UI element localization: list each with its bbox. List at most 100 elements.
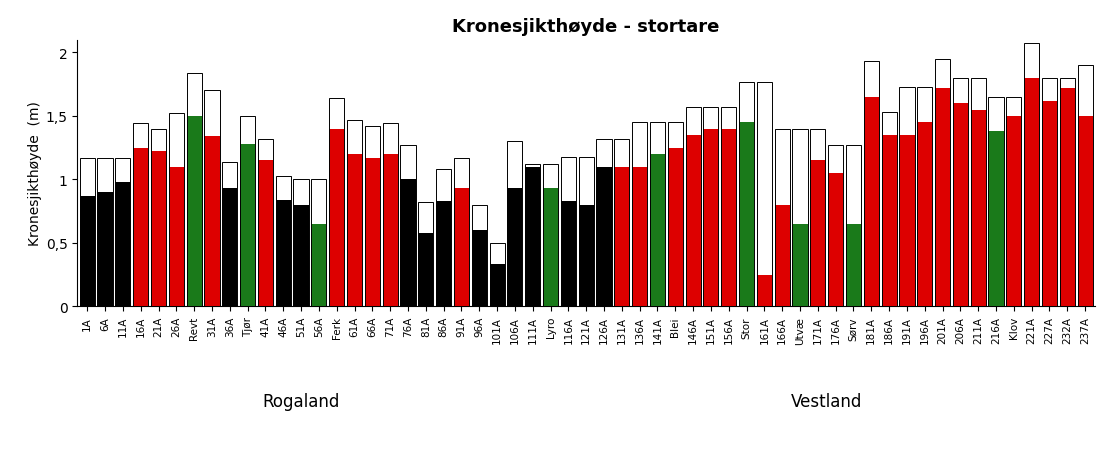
Text: Vestland: Vestland (791, 393, 863, 410)
Bar (917, 87, 932, 307)
Bar (917, 87, 932, 123)
Bar (578, 205, 594, 307)
Bar (596, 167, 612, 307)
Bar (703, 129, 719, 307)
Bar (80, 197, 95, 307)
Bar (739, 83, 754, 307)
Bar (989, 97, 1003, 307)
Bar (330, 129, 344, 307)
Bar (115, 158, 131, 183)
Bar (1060, 78, 1075, 307)
Bar (97, 158, 113, 307)
Bar (1077, 66, 1093, 307)
Bar (1024, 44, 1040, 78)
Bar (115, 183, 131, 307)
Bar (275, 200, 291, 307)
Bar (614, 167, 629, 307)
Bar (899, 87, 915, 136)
Bar (187, 74, 201, 117)
Bar (205, 137, 219, 307)
Bar (774, 129, 790, 307)
Bar (418, 233, 434, 307)
Bar (400, 146, 416, 180)
Bar (935, 89, 950, 307)
Bar (347, 120, 362, 307)
Bar (525, 167, 541, 307)
Bar (400, 146, 416, 307)
Bar (1077, 117, 1093, 307)
Bar (578, 157, 594, 205)
Bar (650, 123, 665, 307)
Bar (703, 108, 719, 129)
Bar (347, 155, 362, 307)
Bar (614, 139, 629, 167)
Bar (490, 265, 504, 307)
Bar (543, 165, 559, 189)
Bar (169, 114, 184, 167)
Bar (1024, 44, 1040, 307)
Bar (721, 108, 737, 307)
Bar (383, 155, 398, 307)
Bar (311, 180, 326, 224)
Bar (365, 127, 380, 307)
Bar (293, 180, 309, 307)
Bar (828, 146, 843, 174)
Bar (668, 148, 682, 307)
Bar (508, 189, 522, 307)
Bar (774, 129, 790, 205)
Bar (650, 123, 665, 155)
Bar (543, 165, 559, 307)
Bar (1077, 66, 1093, 117)
Bar (1042, 78, 1057, 101)
Bar (293, 180, 309, 205)
Bar (150, 129, 166, 307)
Bar (115, 158, 131, 307)
Bar (347, 120, 362, 155)
Bar (935, 60, 950, 89)
Bar (1060, 89, 1075, 307)
Bar (1006, 97, 1022, 117)
Bar (436, 170, 451, 307)
Bar (471, 205, 487, 230)
Bar (792, 224, 807, 307)
Bar (150, 152, 166, 307)
Bar (971, 110, 985, 307)
Bar (543, 189, 559, 307)
Bar (418, 203, 434, 233)
Bar (453, 158, 469, 307)
Bar (383, 124, 398, 155)
Bar (561, 157, 576, 307)
Bar (240, 117, 255, 144)
Bar (792, 129, 807, 224)
Bar (258, 139, 273, 307)
Bar (365, 127, 380, 158)
Bar (881, 113, 897, 307)
Bar (365, 158, 380, 307)
Bar (757, 83, 772, 275)
Bar (311, 224, 326, 307)
Bar (330, 99, 344, 307)
Bar (632, 123, 647, 167)
Bar (205, 91, 219, 307)
Bar (971, 78, 985, 110)
Bar (721, 108, 737, 129)
Bar (792, 129, 807, 307)
Bar (899, 136, 915, 307)
Bar (240, 117, 255, 307)
Bar (436, 170, 451, 202)
Bar (97, 193, 113, 307)
Bar (187, 117, 201, 307)
Bar (453, 158, 469, 189)
Bar (275, 176, 291, 200)
Bar (811, 129, 825, 161)
Bar (864, 97, 879, 307)
Bar (1042, 101, 1057, 307)
Bar (490, 244, 504, 307)
Bar (632, 167, 647, 307)
Bar (917, 123, 932, 307)
Bar (846, 146, 862, 307)
Bar (561, 202, 576, 307)
Bar (418, 203, 434, 307)
Bar (293, 205, 309, 307)
Bar (150, 129, 166, 152)
